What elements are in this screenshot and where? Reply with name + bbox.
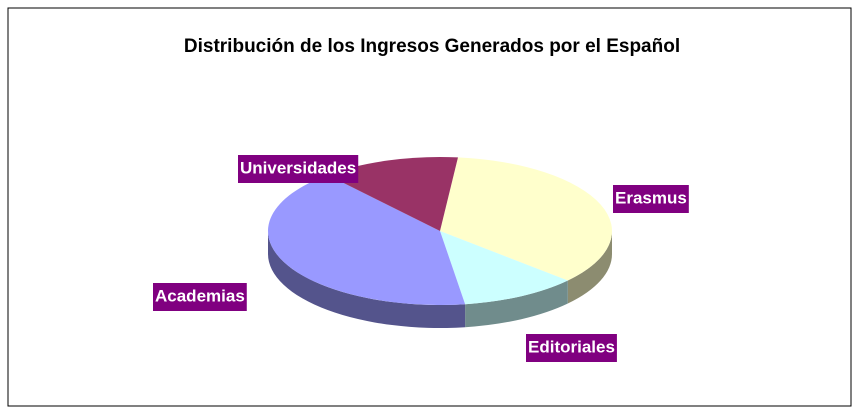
pie-slice-side [567,231,612,304]
pie-slice [268,174,466,305]
slice-label-group: Academias [153,283,247,311]
pie-slice [327,157,458,231]
slice-label: Erasmus [615,188,687,207]
slice-label-group: Universidades [238,155,359,183]
slice-label: Editoriales [528,337,615,356]
slice-label-background [238,155,359,183]
pie-slice-side [465,280,568,328]
slice-label-background [613,185,689,213]
slice-label-background [526,334,617,362]
pie-slice [440,157,612,281]
slice-label-background [153,283,247,311]
slice-label: Academias [155,286,245,305]
pie-slice [440,231,568,305]
slice-label-group: Editoriales [526,334,617,362]
slice-label: Universidades [240,158,356,177]
chart-title: Distribución de los Ingresos Generados p… [184,36,680,57]
pie-slice-side [268,231,466,328]
slice-label-group: Erasmus [613,185,689,213]
